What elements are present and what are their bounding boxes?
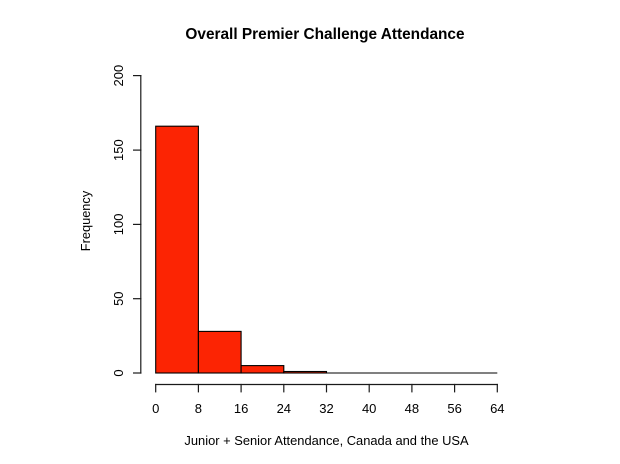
svg-text:16: 16	[234, 401, 248, 416]
svg-text:50: 50	[111, 291, 126, 305]
svg-text:100: 100	[111, 214, 126, 236]
svg-text:0: 0	[111, 369, 126, 376]
svg-text:32: 32	[319, 401, 333, 416]
svg-text:Frequency: Frequency	[78, 190, 93, 251]
svg-text:8: 8	[195, 401, 202, 416]
svg-text:48: 48	[405, 401, 419, 416]
svg-text:24: 24	[277, 401, 291, 416]
svg-text:200: 200	[111, 65, 126, 87]
svg-text:Junior + Senior Attendance, Ca: Junior + Senior Attendance, Canada and t…	[184, 433, 469, 448]
svg-text:0: 0	[152, 401, 159, 416]
svg-text:56: 56	[447, 401, 461, 416]
svg-text:40: 40	[362, 401, 376, 416]
svg-text:Overall Premier Challenge Atte: Overall Premier Challenge Attendance	[185, 26, 465, 43]
svg-text:150: 150	[111, 139, 126, 161]
svg-text:64: 64	[490, 401, 504, 416]
